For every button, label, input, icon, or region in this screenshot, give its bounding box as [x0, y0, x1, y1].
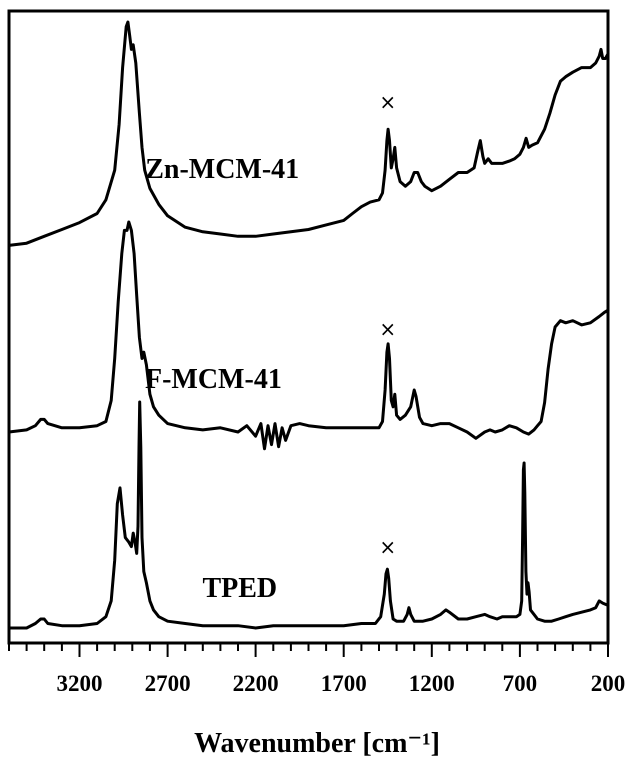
- x-tick-label: 2700: [145, 671, 191, 696]
- series-label-layer: Zn-MCM-41 F-MCM-41 TPED: [145, 154, 299, 604]
- series-label-tped: TPED: [202, 573, 277, 604]
- series-layer: [7, 20, 610, 630]
- series-label-f-mcm-41: F-MCM-41: [145, 364, 282, 395]
- series-label-zn-mcm-41: Zn-MCM-41: [145, 154, 299, 185]
- x-tick-label: 700: [503, 671, 538, 696]
- series-line-zn-mcm-41: [7, 20, 610, 247]
- x-axis-ticks: [8, 643, 609, 657]
- peak-marker-1: ×: [379, 90, 396, 114]
- plot-frame: [7, 9, 610, 645]
- marker-layer: × × ×: [379, 90, 396, 559]
- peak-marker-2: ×: [379, 317, 396, 341]
- x-axis-label: Wavenumber [cm⁻¹]: [194, 728, 440, 759]
- x-tick-label: 1200: [409, 671, 455, 696]
- x-tick-label: 2200: [233, 671, 279, 696]
- series-line-f-mcm-41: [7, 220, 610, 451]
- series-line-tped: [7, 400, 610, 630]
- peak-marker-3: ×: [379, 535, 396, 559]
- x-tick-label: 200: [591, 671, 626, 696]
- x-axis-tick-labels: 3200 2700 2200 1700 1200 700 200: [57, 671, 626, 696]
- x-tick-label: 1700: [321, 671, 367, 696]
- x-tick-label: 3200: [57, 671, 103, 696]
